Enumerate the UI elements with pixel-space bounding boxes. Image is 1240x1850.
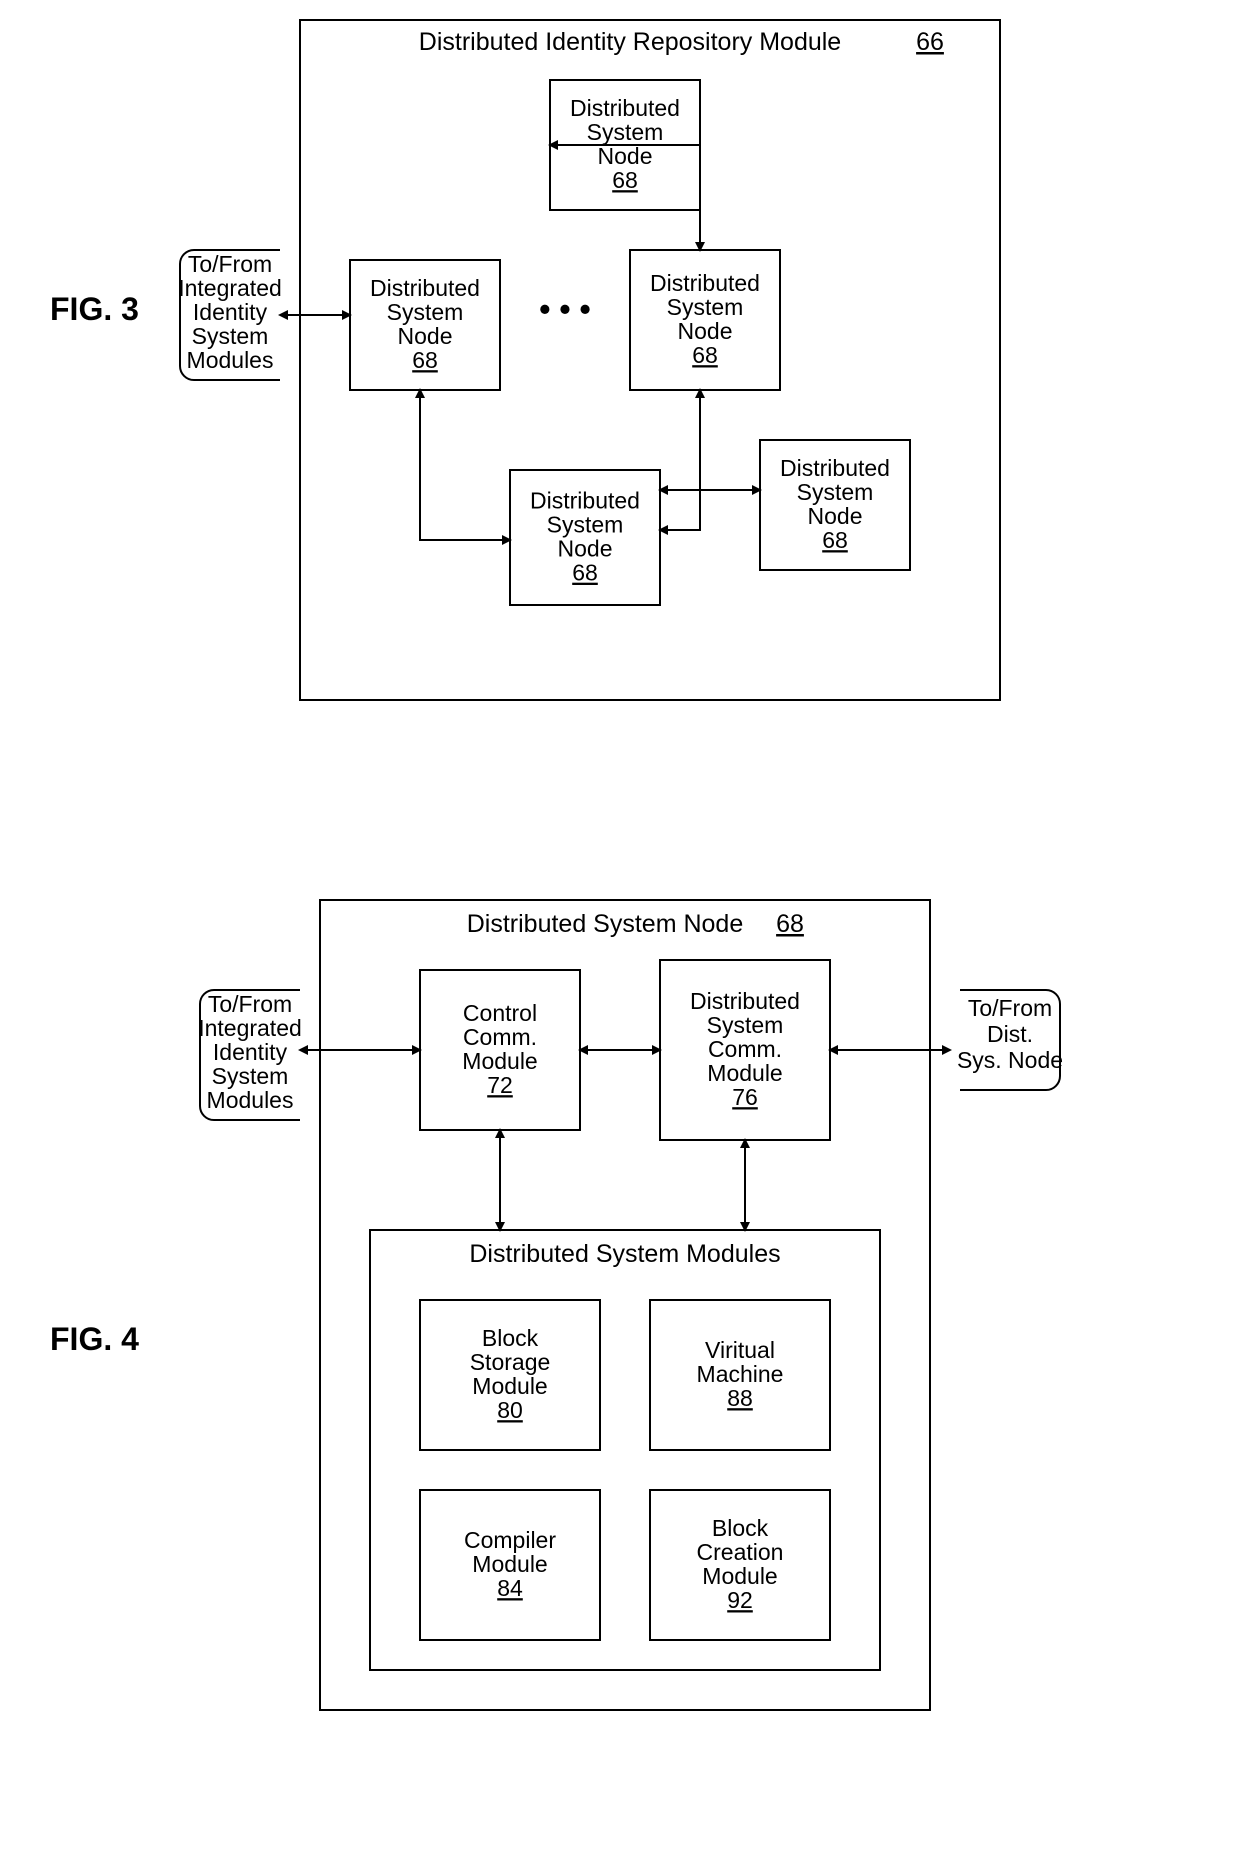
svg-text:Node: Node: [558, 536, 613, 562]
svg-text:84: 84: [497, 1575, 523, 1601]
svg-text:Distributed: Distributed: [780, 455, 890, 481]
svg-text:68: 68: [692, 342, 718, 368]
svg-text:Distributed: Distributed: [570, 95, 680, 121]
svg-text:Distributed: Distributed: [690, 988, 800, 1014]
svg-text:To/From: To/From: [188, 251, 272, 277]
svg-text:Module: Module: [472, 1373, 547, 1399]
svg-text:68: 68: [612, 167, 638, 193]
svg-text:To/From: To/From: [968, 995, 1052, 1021]
svg-text:Sys. Node: Sys. Node: [957, 1047, 1063, 1073]
svg-text:88: 88: [727, 1385, 753, 1411]
svg-text:Module: Module: [707, 1060, 782, 1086]
svg-text:Module: Module: [462, 1048, 537, 1074]
svg-text:Distributed: Distributed: [650, 270, 760, 296]
svg-text:Control: Control: [463, 1000, 537, 1026]
svg-text:Distributed: Distributed: [530, 488, 640, 514]
svg-text:Block: Block: [712, 1515, 769, 1541]
svg-text:System: System: [547, 512, 624, 538]
svg-text:Identity: Identity: [213, 1039, 288, 1065]
svg-text:76: 76: [732, 1084, 758, 1110]
svg-text:Integrated: Integrated: [178, 275, 282, 301]
svg-text:Comm.: Comm.: [463, 1024, 537, 1050]
svg-text:Dist.: Dist.: [987, 1021, 1033, 1047]
svg-text:To/From: To/From: [208, 991, 292, 1017]
svg-text:Viritual: Viritual: [705, 1337, 775, 1363]
svg-text:92: 92: [727, 1587, 753, 1613]
svg-text:Identity: Identity: [193, 299, 268, 325]
svg-text:Machine: Machine: [697, 1361, 784, 1387]
svg-text:Module: Module: [472, 1551, 547, 1577]
svg-text:80: 80: [497, 1397, 523, 1423]
svg-text:Node: Node: [398, 323, 453, 349]
svg-text:Distributed System Modules: Distributed System Modules: [469, 1240, 780, 1268]
svg-text:Distributed System Node: Distributed System Node: [467, 910, 744, 938]
svg-text:68: 68: [412, 347, 438, 373]
svg-text:Integrated: Integrated: [198, 1015, 302, 1041]
svg-text:System: System: [667, 294, 744, 320]
fig3-label: FIG. 3: [50, 291, 139, 327]
svg-text:Distributed Identity Repositor: Distributed Identity Repository Module: [419, 28, 841, 56]
svg-text:Creation: Creation: [697, 1539, 784, 1565]
svg-text:Compiler: Compiler: [464, 1527, 556, 1553]
svg-text:68: 68: [776, 910, 804, 938]
svg-text:Modules: Modules: [207, 1087, 294, 1113]
svg-text:System: System: [192, 323, 269, 349]
svg-text:Node: Node: [678, 318, 733, 344]
svg-text:System: System: [587, 119, 664, 145]
svg-text:Node: Node: [808, 503, 863, 529]
svg-text:Distributed: Distributed: [370, 275, 480, 301]
svg-text:Block: Block: [482, 1325, 539, 1351]
svg-text:System: System: [212, 1063, 289, 1089]
svg-text:68: 68: [822, 527, 848, 553]
svg-text:Modules: Modules: [187, 347, 274, 373]
svg-text:Storage: Storage: [470, 1349, 551, 1375]
svg-text:68: 68: [572, 560, 598, 586]
svg-text:Module: Module: [702, 1563, 777, 1589]
svg-text:72: 72: [487, 1072, 513, 1098]
svg-text:System: System: [387, 299, 464, 325]
svg-text:System: System: [707, 1012, 784, 1038]
fig4-label: FIG. 4: [50, 1321, 139, 1357]
svg-text:Node: Node: [598, 143, 653, 169]
svg-text:Comm.: Comm.: [708, 1036, 782, 1062]
svg-text:System: System: [797, 479, 874, 505]
svg-text:66: 66: [916, 28, 944, 56]
ellipsis-icon: • • •: [539, 291, 590, 327]
